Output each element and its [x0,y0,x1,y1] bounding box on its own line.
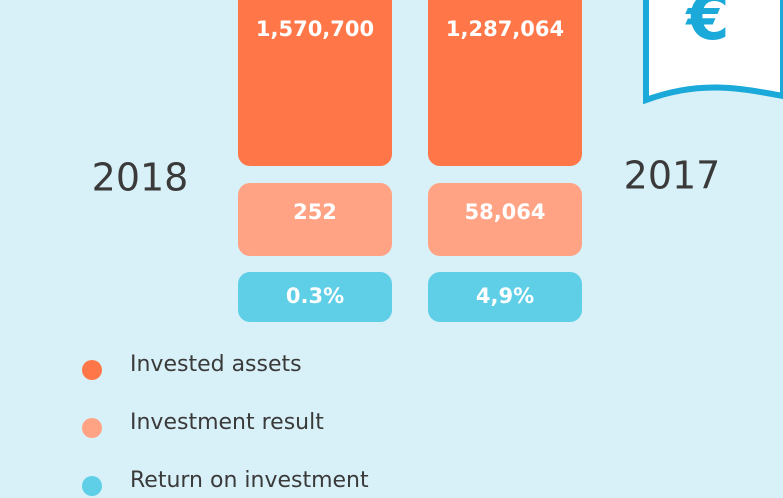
euro-badge [643,0,783,105]
invested-assets-value: 1,287,064 [446,17,564,41]
year-label: 2018 [92,156,189,200]
return-box [428,272,582,322]
return-value: 0.3% [286,284,344,308]
legend-label: Investment result [130,410,324,435]
legend-dot [82,476,102,496]
investment-result-value: 252 [293,200,337,224]
return-box [238,272,392,322]
return-value: 4,9% [476,284,534,308]
invested-assets-value: 1,570,700 [256,17,374,41]
investment-result-box [428,183,582,256]
invested-assets-box [428,0,582,166]
investment-result-box [238,183,392,256]
legend-label: Invested assets [130,352,302,377]
investment-result-value: 58,064 [464,200,545,224]
legend-label: Return on investment [130,468,369,493]
legend-dot [82,418,102,438]
year-label: 2017 [624,154,721,198]
legend-dot [82,360,102,380]
invested-assets-box [238,0,392,166]
euro-icon: € [684,0,729,54]
